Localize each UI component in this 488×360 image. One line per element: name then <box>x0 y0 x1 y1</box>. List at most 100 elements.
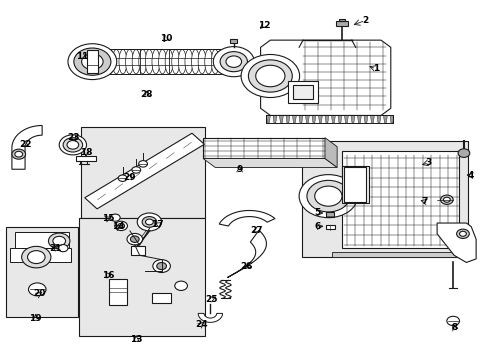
Text: 10: 10 <box>160 34 172 43</box>
Circle shape <box>58 244 68 252</box>
Bar <box>288 81 317 103</box>
Text: 6: 6 <box>314 222 320 231</box>
Circle shape <box>139 161 147 167</box>
Bar <box>326 212 333 217</box>
Circle shape <box>456 229 468 238</box>
Circle shape <box>255 65 285 87</box>
Polygon shape <box>15 232 69 248</box>
Bar <box>152 293 171 303</box>
Polygon shape <box>325 138 336 167</box>
Text: 19: 19 <box>29 314 42 323</box>
Text: 24: 24 <box>195 320 207 329</box>
Polygon shape <box>260 40 390 116</box>
Bar <box>87 50 98 73</box>
Ellipse shape <box>112 49 120 74</box>
Ellipse shape <box>191 49 199 74</box>
Ellipse shape <box>119 49 126 74</box>
Text: 17: 17 <box>151 220 163 229</box>
Circle shape <box>299 175 357 218</box>
Circle shape <box>67 140 79 149</box>
Polygon shape <box>12 126 42 169</box>
Polygon shape <box>318 116 322 123</box>
Ellipse shape <box>204 49 212 74</box>
Polygon shape <box>389 116 393 123</box>
Polygon shape <box>337 116 341 123</box>
Circle shape <box>306 180 349 212</box>
Circle shape <box>68 44 117 80</box>
Circle shape <box>118 175 127 181</box>
Polygon shape <box>436 223 475 262</box>
Circle shape <box>27 251 45 264</box>
Circle shape <box>15 151 22 157</box>
Ellipse shape <box>139 49 146 74</box>
Bar <box>338 19 345 22</box>
Text: 4: 4 <box>466 171 472 180</box>
Text: 27: 27 <box>250 226 263 235</box>
Ellipse shape <box>211 49 219 74</box>
Polygon shape <box>370 116 374 123</box>
Circle shape <box>115 221 127 230</box>
Circle shape <box>110 214 120 221</box>
Ellipse shape <box>99 49 107 74</box>
Bar <box>344 167 366 202</box>
Ellipse shape <box>105 49 113 74</box>
Text: 29: 29 <box>123 173 136 182</box>
Circle shape <box>59 135 86 155</box>
Ellipse shape <box>152 49 160 74</box>
Bar <box>81 127 205 218</box>
Text: 11: 11 <box>76 52 89 61</box>
Text: 16: 16 <box>102 270 114 279</box>
Polygon shape <box>376 116 380 123</box>
Text: 23: 23 <box>67 133 80 142</box>
Polygon shape <box>311 116 315 123</box>
Circle shape <box>63 138 82 152</box>
Ellipse shape <box>198 49 205 74</box>
Text: 22: 22 <box>19 140 31 149</box>
Circle shape <box>213 46 254 77</box>
Text: 21: 21 <box>49 244 62 253</box>
Circle shape <box>81 54 103 69</box>
Ellipse shape <box>184 49 192 74</box>
Circle shape <box>248 60 292 92</box>
Bar <box>335 22 347 26</box>
Circle shape <box>21 246 51 268</box>
Circle shape <box>132 167 141 173</box>
Bar <box>326 225 334 229</box>
Bar <box>230 40 237 43</box>
Text: 1: 1 <box>372 64 379 73</box>
Ellipse shape <box>132 49 140 74</box>
Polygon shape <box>357 116 361 123</box>
Circle shape <box>137 213 161 231</box>
Circle shape <box>220 51 247 72</box>
Bar <box>341 166 368 203</box>
Text: 9: 9 <box>236 165 243 174</box>
Circle shape <box>443 197 449 202</box>
Circle shape <box>457 149 469 157</box>
Circle shape <box>142 217 157 227</box>
Polygon shape <box>285 116 289 123</box>
Text: 20: 20 <box>34 289 46 298</box>
Bar <box>293 85 312 99</box>
Text: 26: 26 <box>240 262 253 271</box>
Circle shape <box>74 48 111 75</box>
Polygon shape <box>272 116 276 123</box>
Bar <box>79 218 205 336</box>
Ellipse shape <box>145 49 153 74</box>
Ellipse shape <box>178 49 186 74</box>
Polygon shape <box>383 116 386 123</box>
Bar <box>109 279 127 305</box>
Text: 15: 15 <box>102 214 114 223</box>
Text: 25: 25 <box>204 294 217 303</box>
Polygon shape <box>344 116 347 123</box>
Text: 13: 13 <box>130 335 142 344</box>
Circle shape <box>12 149 25 159</box>
Text: 28: 28 <box>141 90 153 99</box>
Polygon shape <box>298 116 302 123</box>
Circle shape <box>174 281 187 291</box>
Polygon shape <box>325 116 328 123</box>
Circle shape <box>48 233 70 249</box>
Circle shape <box>118 224 124 228</box>
Polygon shape <box>331 116 335 123</box>
Circle shape <box>28 283 46 296</box>
Bar <box>76 156 96 161</box>
